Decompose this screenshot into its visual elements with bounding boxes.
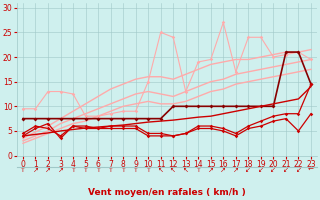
X-axis label: Vent moyen/en rafales ( km/h ): Vent moyen/en rafales ( km/h ) [88,188,246,197]
